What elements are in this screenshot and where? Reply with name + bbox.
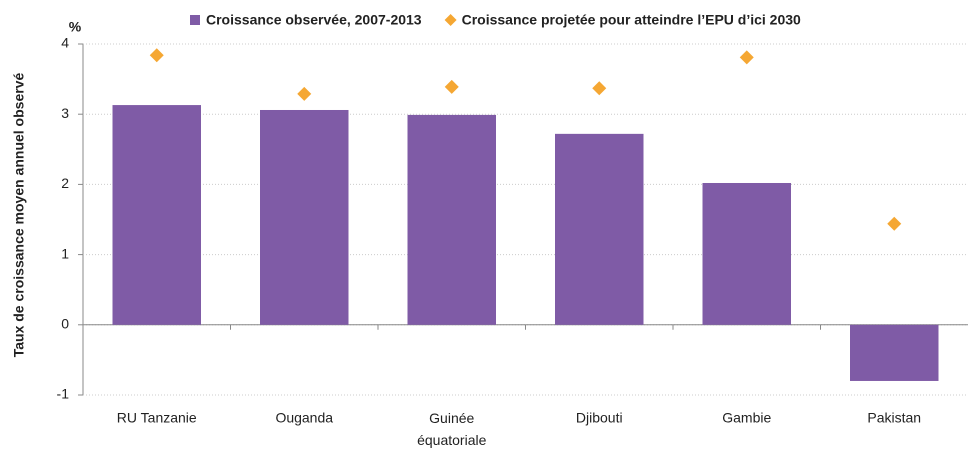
x-tick-label: Gambie	[722, 410, 771, 426]
bar	[260, 109, 349, 325]
marker	[297, 86, 312, 101]
marker	[149, 48, 164, 63]
y-axis-title: Taux de croissance moyen annuel observé	[11, 73, 27, 358]
y-tick-label: 0	[61, 316, 69, 332]
y-unit: %	[69, 19, 82, 35]
legend-label: Croissance projetée pour atteindre l’EPU…	[462, 12, 801, 28]
y-tick-label: 1	[61, 245, 69, 261]
bar	[555, 133, 644, 325]
bar	[407, 114, 496, 325]
x-tick-label: Guinée équatoriale	[417, 410, 486, 448]
bar	[702, 182, 791, 325]
x-tick-label: Pakistan	[867, 410, 921, 426]
marker	[739, 50, 754, 65]
legend-swatch	[444, 14, 457, 26]
legend-swatch	[190, 15, 200, 25]
y-tick-label: 2	[61, 175, 69, 191]
x-tick-label: Djibouti	[576, 410, 623, 426]
legend-label: Croissance observée, 2007-2013	[206, 12, 422, 28]
y-tick-label: 4	[61, 35, 69, 51]
bar	[112, 105, 201, 325]
marker	[887, 216, 902, 231]
y-tick-label: -1	[57, 386, 70, 402]
marker	[444, 79, 459, 94]
y-tick-label: 3	[61, 105, 69, 121]
x-tick-label: RU Tanzanie	[117, 410, 197, 426]
marker	[592, 81, 607, 96]
bar	[850, 324, 939, 381]
x-tick-label: Ouganda	[275, 410, 333, 426]
